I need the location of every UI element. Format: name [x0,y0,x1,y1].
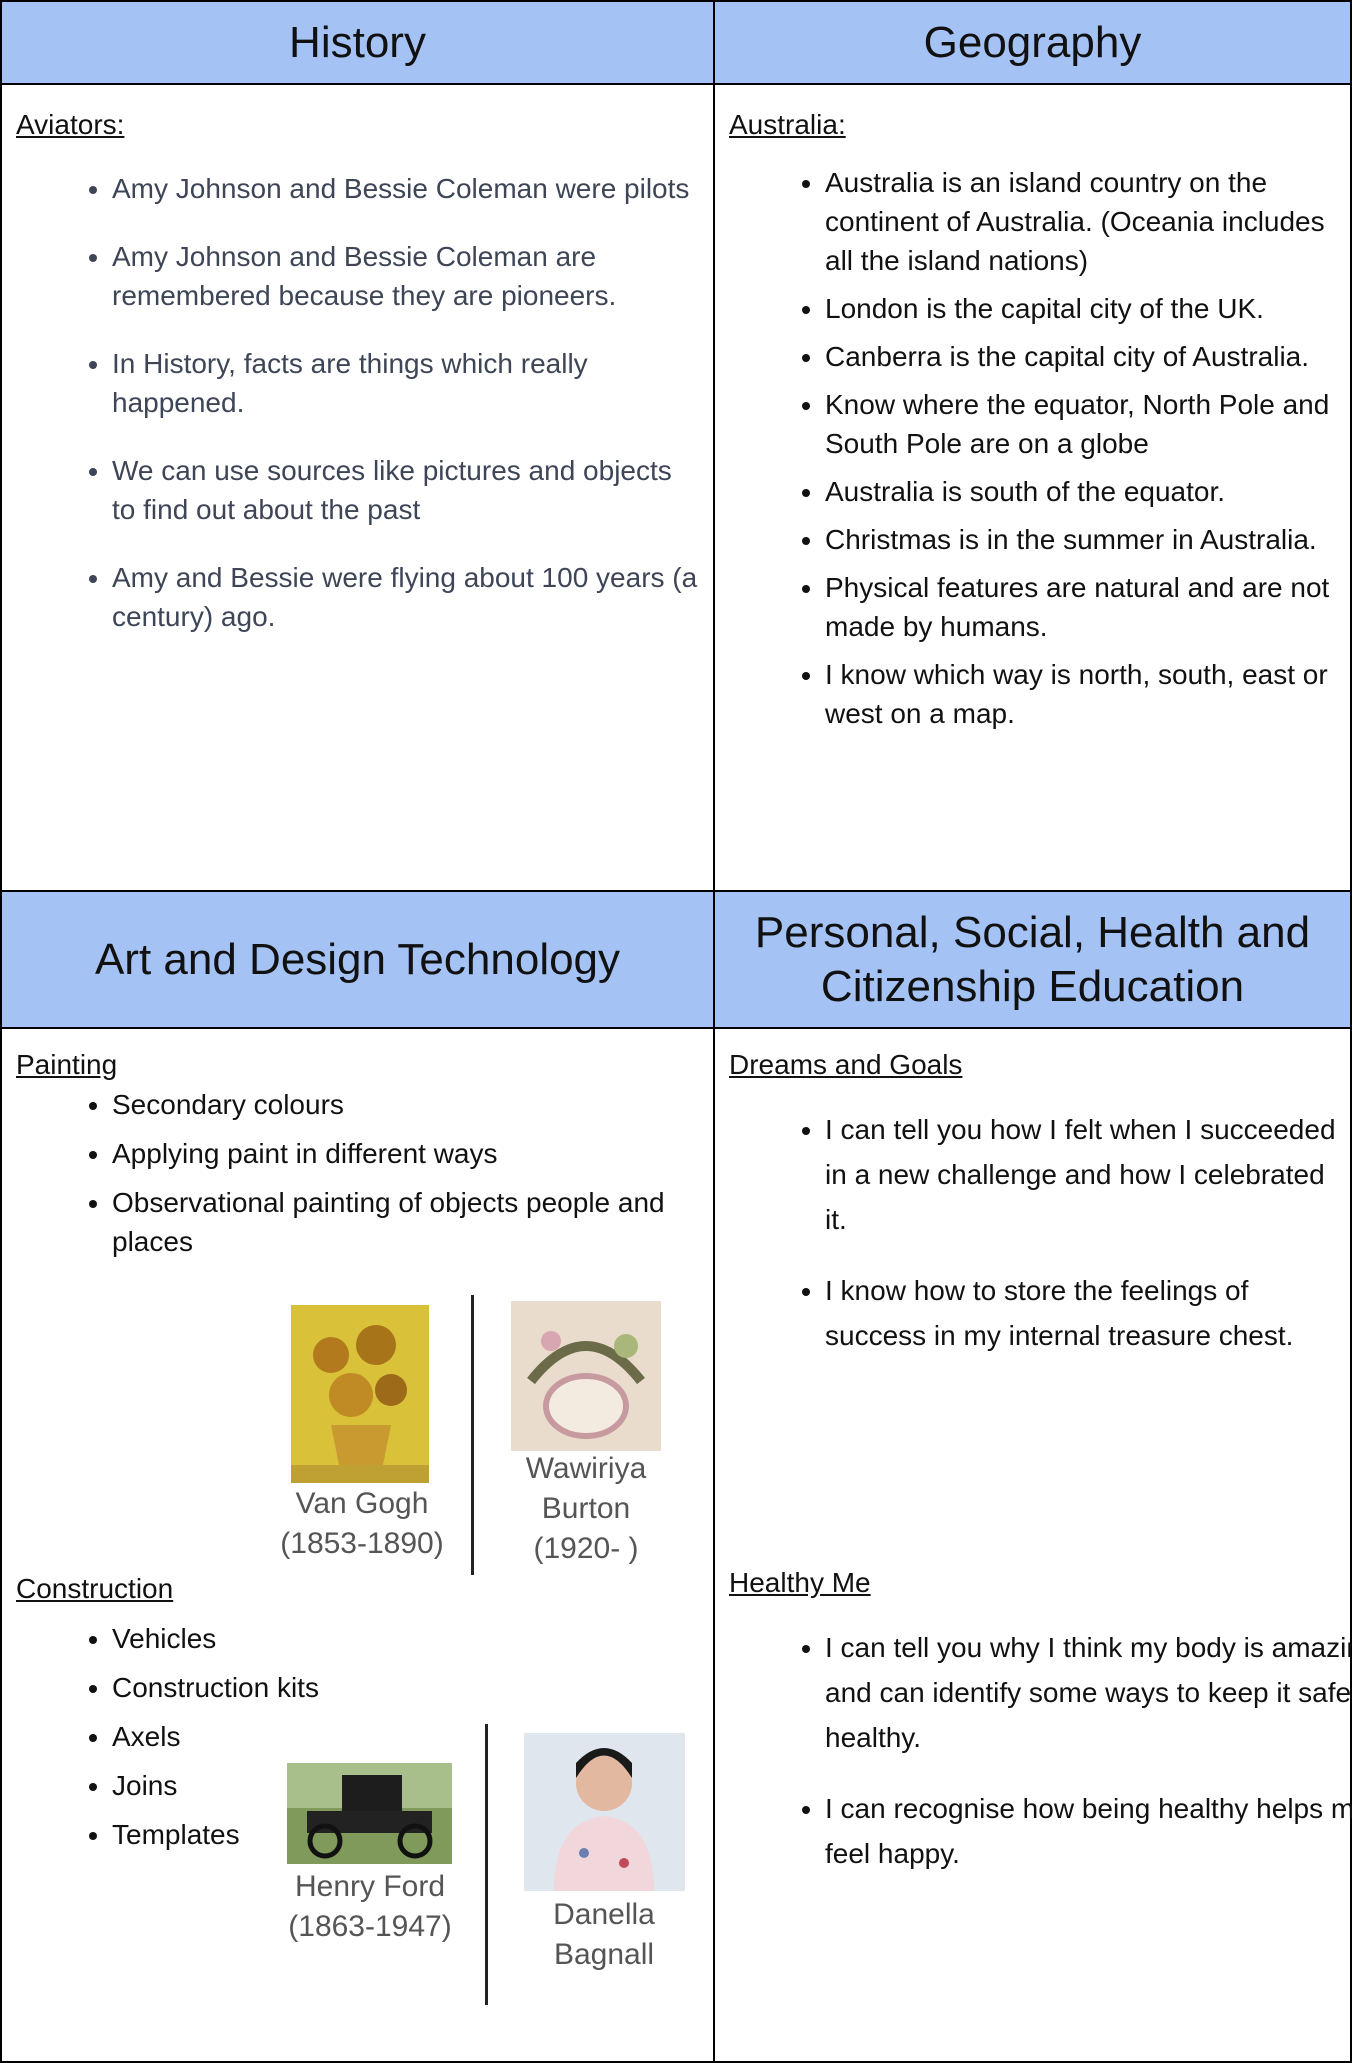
car-image [287,1763,452,1864]
section-title: Art and Design Technology [94,934,621,984]
heading: Painting [16,1049,118,1080]
heading: Aviators: [16,109,125,140]
list: Australia is an island country on the co… [729,163,1336,733]
body-cell: Dreams and Goals I can tell you how I fe… [715,1029,1352,2061]
caption-name: Wawiriya Burton [525,1452,647,1525]
list: Secondary colours Applying paint in diffe… [16,1085,699,1261]
body-cell: Painting Secondary colours Applying paint… [2,1029,715,2061]
header-cell: Art and Design Technology [2,892,715,1029]
list-item: Know where the equator, North Pole and S… [825,385,1336,463]
divider [471,1295,474,1575]
list-item: Amy Johnson and Bessie Coleman were pilo… [112,169,699,208]
caption-name: Henry Ford [294,1870,446,1903]
list-item: Physical features are natural and are no… [825,568,1336,646]
body-cell: Aviators: Amy Johnson and Bessie Coleman… [2,85,715,892]
header-cell: Geography [715,2,1350,85]
section-title: Geography [923,17,1142,67]
list-item: I can tell you how I felt when I succeed… [825,1107,1336,1242]
list-item: Secondary colours [112,1085,699,1124]
list-item: Observational painting of objects people… [112,1183,699,1261]
heading: Healthy Me [729,1567,871,1598]
list: Amy Johnson and Bessie Coleman were pilo… [16,169,699,636]
list-item: Christmas is in the summer in Australia. [825,520,1336,559]
caption-dates: (1920- ) [533,1532,639,1565]
caption: Henry Ford (1863-1947) [270,1867,470,1947]
list-item: Australia is south of the equator. [825,472,1336,511]
list-item: Australia is an island country on the co… [825,163,1336,280]
list-item: We can use sources like pictures and obj… [112,451,699,529]
painting-image [291,1305,429,1483]
list-item: Canberra is the capital city of Australi… [825,337,1336,376]
caption: Danella Bagnall [504,1895,704,1975]
list-item: London is the capital city of the UK. [825,289,1336,328]
list: I can tell you why I think my body is am… [729,1625,1352,1902]
list: I can tell you how I felt when I succeed… [729,1107,1336,1358]
heading: Construction [16,1573,174,1604]
caption: Van Gogh (1853-1890) [262,1484,462,1564]
caption-dates: (1853-1890) [280,1527,444,1560]
list: Vehicles Construction kits Axels Joins Templ… [16,1619,319,1864]
caption-dates: (1863-1947) [288,1910,452,1943]
list-item: Templates [112,1815,319,1854]
portrait-image [524,1733,685,1891]
section-title: Personal, Social, Health and Citizenship… [754,907,1311,1011]
list-item: I can recognise how being healthy helps … [825,1786,1352,1876]
header-cell: History [2,2,715,85]
caption: Wawiriya Burton (1920- ) [486,1449,686,1569]
list-item: Amy Johnson and Bessie Coleman are remem… [112,237,699,315]
list-item: Applying paint in different ways [112,1134,699,1173]
list-item: Axels [112,1717,319,1756]
list-item: I know how to store the feelings of succ… [825,1268,1336,1358]
list-item: Construction kits [112,1668,319,1707]
heading: Australia: [729,109,846,140]
section-title: History [289,17,426,67]
list-item: Joins [112,1766,319,1805]
divider [485,1724,488,2005]
body-cell: Australia: Australia is an island countr… [715,85,1350,892]
caption-name: Van Gogh [295,1487,429,1520]
caption-name: Danella Bagnall [553,1898,655,1971]
list-item: I can tell you why I think my body is am… [825,1625,1352,1760]
header-cell: Personal, Social, Health and Citizenship… [715,892,1350,1029]
list-item: I know which way is north, south, east o… [825,655,1336,733]
heading: Dreams and Goals [729,1049,963,1080]
painting-image [511,1301,661,1451]
list-item: Amy and Bessie were flying about 100 yea… [112,558,699,636]
list-item: In History, facts are things which reall… [112,344,699,422]
list-item: Vehicles [112,1619,319,1658]
